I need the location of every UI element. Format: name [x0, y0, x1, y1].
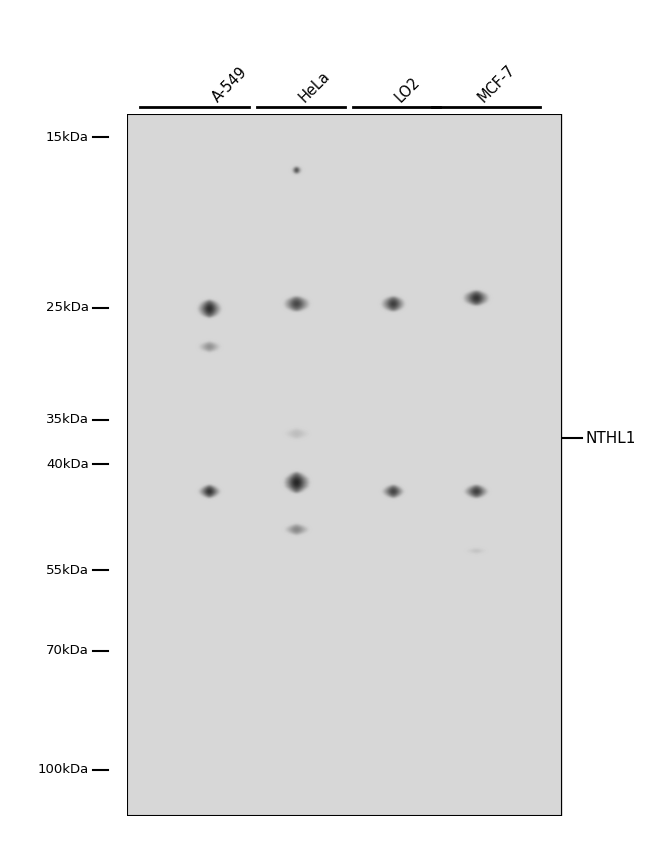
Text: 100kDa: 100kDa — [38, 763, 88, 777]
Text: 15kDa: 15kDa — [46, 131, 88, 144]
Text: 40kDa: 40kDa — [46, 458, 88, 470]
Text: 70kDa: 70kDa — [46, 645, 88, 657]
Text: NTHL1: NTHL1 — [585, 431, 636, 446]
Text: HeLa: HeLa — [296, 69, 333, 105]
Text: LO2: LO2 — [393, 74, 423, 105]
Text: A-549: A-549 — [209, 64, 250, 105]
Text: 25kDa: 25kDa — [46, 301, 88, 314]
Text: 55kDa: 55kDa — [46, 564, 88, 577]
Text: MCF-7: MCF-7 — [475, 62, 518, 105]
Text: 35kDa: 35kDa — [46, 413, 88, 426]
